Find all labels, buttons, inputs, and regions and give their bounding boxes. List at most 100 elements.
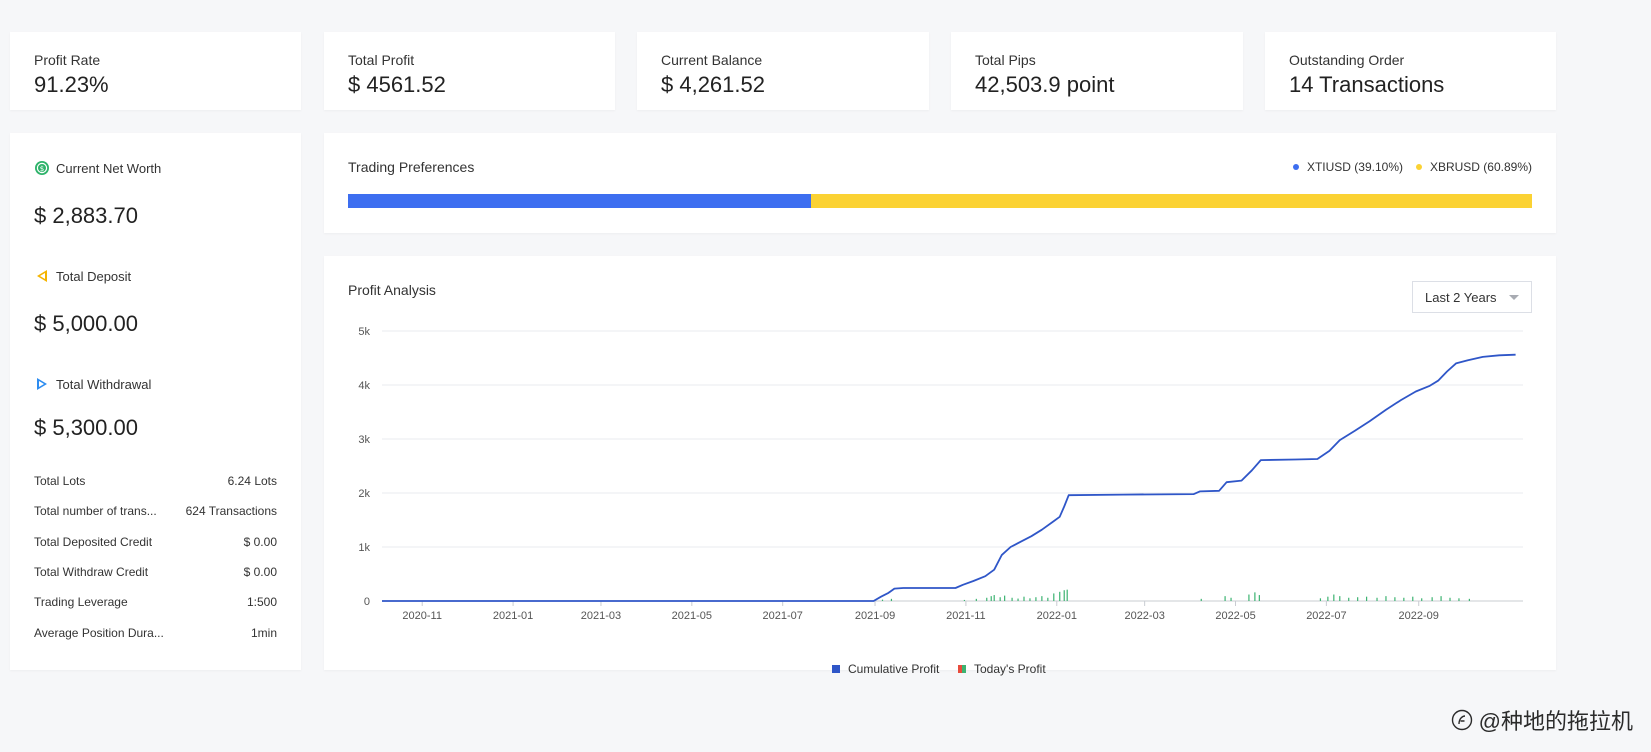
today-profit-bar: [1029, 598, 1031, 601]
stat-value: $ 4561.52: [348, 72, 446, 97]
time-range-value: Last 2 Years: [1425, 289, 1497, 305]
y-tick-label: 0: [364, 596, 370, 608]
today-profit-bar: [1403, 597, 1405, 601]
today-profit-bar: [1394, 597, 1396, 601]
today-profit-bar: [1023, 596, 1025, 601]
account-summary-card: $ Current Net Worth $ 2,883.70 Total Dep…: [10, 133, 301, 670]
x-tick-label: 2020-11: [402, 610, 442, 622]
weibo-logo-icon: [1451, 709, 1472, 731]
x-tick-label: 2022-01: [1037, 610, 1077, 622]
x-tick-label: 2021-11: [946, 610, 986, 622]
today-profit-bar: [1421, 598, 1423, 601]
net-worth-value: $ 2,883.70: [34, 203, 138, 228]
today-profit-bar: [963, 599, 966, 601]
stat-title: Total Pips: [975, 52, 1036, 68]
today-profit-bar: [1035, 597, 1037, 601]
money-circle-icon: $: [35, 161, 49, 175]
svg-text:$: $: [40, 165, 44, 173]
today-profit-bar: [1059, 591, 1061, 601]
detail-label: Total Withdraw Credit: [34, 565, 149, 579]
detail-row-deposited-credit: Total Deposited Credit $ 0.00: [34, 535, 277, 549]
today-profit-bar: [1200, 598, 1202, 601]
profit-chart[interactable]: 0 1k 2k 3k 4k 5k 2020-11 2021-01 2021-03 2021-05 2…: [324, 256, 1556, 670]
today-profit-bar: [1327, 596, 1329, 601]
today-profit-bar: [1041, 596, 1043, 601]
detail-row-total-lots: Total Lots 6.24 Lots: [34, 474, 277, 488]
today-profit-bar: [1063, 590, 1065, 601]
today-profit-bar: [993, 595, 995, 601]
deposit-label-text: Total Deposit: [56, 268, 132, 284]
detail-row-withdraw-credit: Total Withdraw Credit $ 0.00: [34, 565, 277, 579]
detail-label: Average Position Dura...: [34, 626, 164, 640]
stat-card-current-balance: Current Balance $ 4,261.52: [637, 32, 929, 110]
today-profit-bar: [1011, 597, 1013, 601]
detail-value: 1:500: [246, 595, 277, 609]
legend-label: Cumulative Profit: [848, 662, 940, 676]
stat-title: Current Balance: [661, 52, 763, 68]
time-range-select[interactable]: Last 2 Years: [1412, 281, 1532, 313]
today-profit-bar: [1376, 597, 1378, 601]
detail-value: 6.24 Lots: [227, 474, 277, 488]
detail-row-transactions: Total number of trans... 624 Transaction…: [34, 504, 277, 518]
preference-segment-xtiusd[interactable]: [348, 194, 811, 208]
today-profit-bar: [1385, 596, 1387, 601]
detail-label: Total number of trans...: [34, 504, 157, 518]
legend-cumulative-profit[interactable]: Cumulative Profit: [832, 662, 939, 676]
stat-value: 91.23%: [34, 72, 109, 97]
legend-square-icon: [832, 665, 840, 673]
legend-dot-icon: [1292, 164, 1299, 170]
x-tick-label: 2022-09: [1399, 610, 1439, 622]
detail-value: 1min: [250, 626, 277, 640]
trading-preferences-title: Trading Preferences: [348, 159, 475, 175]
today-profit-bar: [999, 597, 1001, 601]
today-profit-bar: [1431, 597, 1433, 601]
x-tick-label: 2022-07: [1306, 610, 1346, 622]
today-profit-bar: [1230, 597, 1232, 601]
today-profit-bar: [1066, 589, 1068, 601]
today-profit-bar: [1254, 592, 1256, 601]
stat-card-outstanding-order: Outstanding Order 14 Transactions: [1265, 32, 1556, 110]
x-tick-label: 2022-05: [1215, 610, 1255, 622]
today-profit-bar: [890, 598, 893, 601]
y-tick-label: 1k: [358, 542, 370, 554]
legend-label: XTIUSD (39.10%): [1306, 160, 1403, 174]
today-profit-bar: [1248, 594, 1250, 601]
y-tick-label: 3k: [358, 434, 370, 446]
watermark-text: @种地的拖拉机: [1478, 709, 1633, 734]
today-profit-bar: [1333, 594, 1335, 601]
detail-row-avg-position-duration: Average Position Dura... 1min: [34, 626, 277, 640]
preference-segment-xbrusd[interactable]: [810, 194, 1532, 208]
today-profit-bar: [1258, 595, 1260, 601]
today-profit-bar: [1348, 597, 1350, 601]
legend-today-profit[interactable]: Today's Profit: [958, 662, 1046, 676]
chevron-down-icon: [1509, 295, 1519, 300]
detail-label: Total Deposited Credit: [34, 535, 153, 549]
today-profit-bar: [1440, 596, 1442, 601]
withdrawal-arrow-icon: [37, 378, 47, 390]
stat-card-total-pips: Total Pips 42,503.9 point: [951, 32, 1243, 110]
detail-value: $ 0.00: [243, 535, 277, 549]
legend-xbrusd[interactable]: XBRUSD (60.89%): [1415, 160, 1532, 174]
net-worth-label-text: Current Net Worth: [56, 160, 162, 176]
stat-title: Profit Rate: [34, 52, 101, 68]
today-profit-bar: [1017, 598, 1019, 601]
stat-title: Outstanding Order: [1289, 52, 1405, 68]
deposit-value: $ 5,000.00: [34, 311, 138, 336]
today-profit-bar: [1458, 598, 1460, 601]
x-tick-label: 2021-01: [493, 610, 533, 622]
today-profit-bar: [990, 596, 992, 601]
legend-label: Today's Profit: [974, 662, 1046, 676]
stat-title: Total Profit: [348, 52, 415, 68]
x-tick-label: 2022-03: [1124, 610, 1164, 622]
legend-xtiusd[interactable]: XTIUSD (39.10%): [1292, 160, 1403, 174]
stat-card-total-profit: Total Profit $ 4561.52: [324, 32, 615, 110]
cumulative-profit-line: [382, 353, 1516, 602]
today-profit-bar: [1047, 597, 1049, 601]
x-tick-label: 2021-09: [855, 610, 895, 622]
detail-value: 624 Transactions: [185, 504, 277, 518]
detail-label: Trading Leverage: [34, 595, 128, 609]
preference-bar: [348, 194, 1532, 208]
legend-dot-icon: [1415, 164, 1422, 170]
today-profit-bar: [1224, 596, 1226, 601]
today-profit-bar: [1449, 597, 1451, 601]
